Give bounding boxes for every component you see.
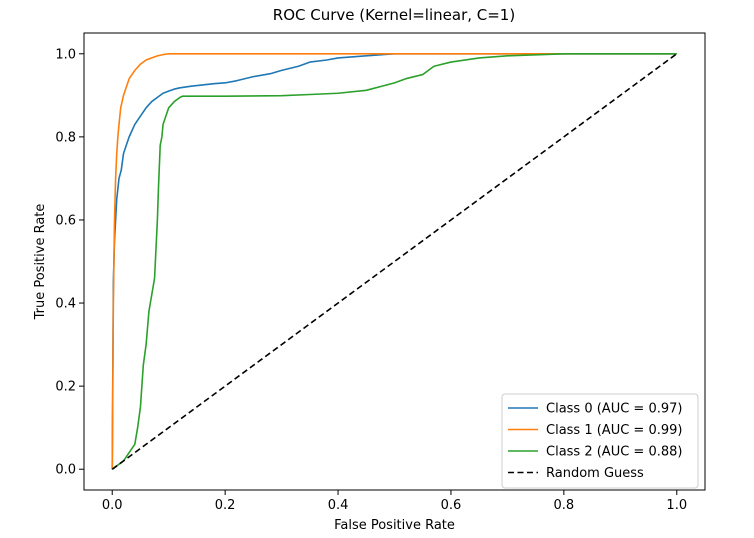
legend-label: Random Guess — [546, 466, 644, 481]
x-tick-label: 0.6 — [441, 498, 462, 513]
plot-frame — [83, 32, 706, 491]
x-axis-label: False Positive Rate — [334, 518, 455, 533]
y-tick-label: 0.2 — [55, 380, 76, 395]
x-axis: 0.0 0.2 0.4 0.6 0.8 1.0 — [102, 490, 687, 513]
x-tick-label: 1.0 — [666, 498, 687, 513]
y-tick-label: 0.0 — [55, 463, 76, 478]
y-tick-label: 0.6 — [55, 213, 76, 228]
y-axis: 0.0 0.2 0.4 0.6 0.8 1.0 — [55, 47, 84, 478]
x-tick-label: 0.0 — [102, 498, 123, 513]
legend: Class 0 (AUC = 0.97) Class 1 (AUC = 0.99)… — [501, 393, 699, 489]
series-line-2 — [111, 52, 677, 470]
x-tick-label: 0.2 — [215, 498, 236, 513]
chart-title: ROC Curve (Kernel=linear, C=1) — [273, 6, 515, 24]
series-line-3 — [111, 53, 678, 470]
series-line-1 — [111, 52, 677, 470]
y-tick-label: 0.4 — [55, 297, 76, 312]
plot-lines — [111, 52, 678, 470]
x-tick-label: 0.8 — [554, 498, 575, 513]
y-tick-label: 1.0 — [55, 47, 76, 62]
y-tick-label: 0.8 — [55, 130, 76, 145]
x-tick-label: 0.4 — [328, 498, 349, 513]
legend-label: Class 0 (AUC = 0.97) — [546, 402, 682, 417]
legend-label: Class 1 (AUC = 0.99) — [546, 423, 682, 438]
legend-label: Class 2 (AUC = 0.88) — [546, 445, 682, 460]
y-axis-label: True Positive Rate — [33, 204, 48, 321]
legend-box — [501, 393, 699, 489]
